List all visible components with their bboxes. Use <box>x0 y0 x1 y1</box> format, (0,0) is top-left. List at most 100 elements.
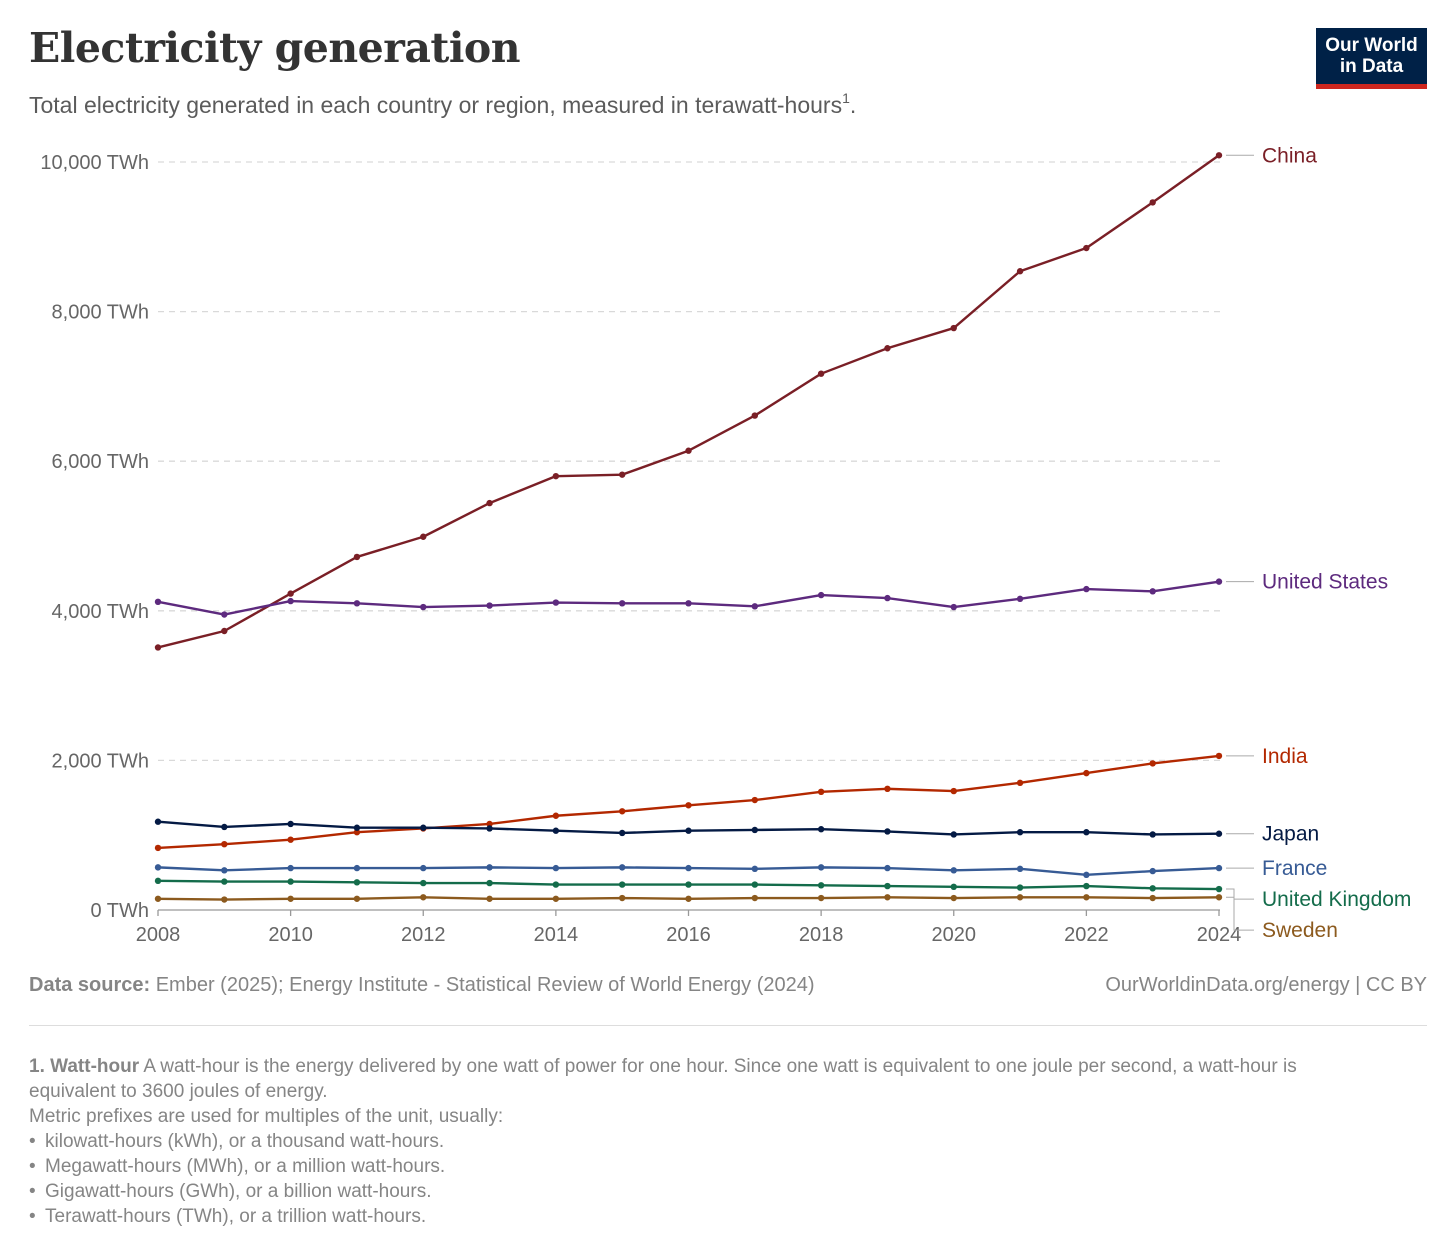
data-point <box>552 599 560 606</box>
data-point <box>884 785 891 793</box>
data-point <box>154 598 162 606</box>
footnote-prefix-intro: Metric prefixes are used for multiples o… <box>29 1106 504 1127</box>
data-point <box>221 878 228 885</box>
data-point <box>950 324 957 332</box>
y-tick-label: 2,000 TWh <box>52 750 149 772</box>
data-point <box>685 600 692 607</box>
data-point <box>751 881 759 888</box>
footnote-ref[interactable]: 1 <box>842 90 850 106</box>
data-point <box>420 603 427 611</box>
footnote-text: A watt-hour is the energy delivered by o… <box>29 1056 1297 1102</box>
data-point <box>1215 830 1223 837</box>
data-point <box>685 895 692 902</box>
logo-line-1: Our World <box>1325 35 1418 56</box>
data-point <box>221 867 228 874</box>
data-point <box>1083 871 1090 879</box>
x-tick-label: 2022 <box>1064 924 1109 946</box>
series-label: United States <box>1262 571 1388 594</box>
data-point <box>486 864 493 871</box>
data-point <box>486 825 493 832</box>
data-point <box>420 864 427 872</box>
data-point <box>618 864 626 871</box>
data-point <box>751 796 759 804</box>
data-point <box>1149 867 1156 875</box>
owid-logo[interactable]: Our World in Data <box>1316 28 1427 89</box>
data-point <box>486 499 493 507</box>
label-connector <box>1226 896 1254 931</box>
data-point <box>287 878 294 885</box>
data-point <box>221 896 228 903</box>
data-point <box>618 600 626 607</box>
y-tick-label: 0 TWh <box>90 900 149 922</box>
label-connector <box>1226 888 1254 900</box>
x-tick-label: 2018 <box>799 924 844 946</box>
data-point <box>618 808 626 815</box>
data-point <box>154 818 162 825</box>
chart-title: Electricity generation <box>29 24 521 72</box>
footnotes: 1. Watt-hour A watt-hour is the energy d… <box>29 1054 1339 1229</box>
series-label: China <box>1262 144 1317 167</box>
data-point <box>817 894 825 902</box>
data-point <box>154 864 162 871</box>
data-point <box>618 829 626 837</box>
x-tick-label: 2024 <box>1197 924 1242 946</box>
data-point <box>420 824 427 831</box>
data-point <box>1016 779 1024 787</box>
data-point <box>287 836 294 843</box>
data-point <box>950 883 957 891</box>
data-point <box>950 867 957 874</box>
logo-line-2: in Data <box>1339 56 1404 77</box>
data-point <box>1016 894 1024 901</box>
prefix-item: Gigawatt-hours (GWh), or a billion watt-… <box>29 1179 1339 1204</box>
y-tick-label: 8,000 TWh <box>52 302 149 324</box>
source-url-link[interactable]: OurWorldinData.org/energy | CC BY <box>1105 974 1427 996</box>
data-point <box>817 864 825 871</box>
data-point <box>1149 588 1156 595</box>
series-label: Japan <box>1262 823 1319 846</box>
data-point <box>1083 769 1090 777</box>
data-point <box>884 882 891 890</box>
data-point <box>1083 894 1090 901</box>
data-point <box>884 864 891 872</box>
line-chart: 0 TWh 2,000 TWh 4,000 TWh 6,000 TWh 8,000 TW… <box>40 144 1411 946</box>
data-point <box>552 827 560 834</box>
data-point <box>685 881 692 888</box>
data-point <box>552 895 560 902</box>
data-point <box>552 472 560 480</box>
data-point <box>618 881 626 888</box>
data-source: Data source: Ember (2025); Energy Instit… <box>29 974 815 997</box>
x-tick-label: 2020 <box>932 924 977 946</box>
data-point <box>884 828 891 835</box>
data-point <box>1215 752 1223 760</box>
data-point <box>1215 578 1223 585</box>
data-point <box>884 594 891 602</box>
data-point <box>420 533 427 540</box>
data-point <box>420 894 427 901</box>
series-line <box>156 580 1221 616</box>
data-point <box>287 864 294 872</box>
data-point <box>221 611 228 618</box>
data-point <box>154 644 162 651</box>
x-tick-label: 2012 <box>401 924 446 946</box>
data-point <box>1083 829 1090 836</box>
data-point <box>353 864 361 872</box>
data-point <box>751 603 759 610</box>
data-point <box>1215 152 1223 159</box>
data-point <box>950 831 957 838</box>
prefix-item: Terawatt-hours (TWh), or a trillion watt… <box>29 1204 1339 1229</box>
data-point <box>618 894 626 902</box>
data-point <box>751 865 759 873</box>
prefix-item: Megawatt-hours (MWh), or a million watt-… <box>29 1154 1339 1179</box>
data-point <box>1016 884 1024 891</box>
y-axis-ticks: 0 TWh 2,000 TWh 4,000 TWh 6,000 TWh 8,000 TW… <box>40 152 149 922</box>
footnote-heading: 1. Watt-hour <box>29 1056 140 1077</box>
data-point <box>221 627 228 635</box>
data-point <box>1215 894 1223 901</box>
data-point <box>353 553 361 561</box>
data-point <box>486 602 493 609</box>
data-point <box>552 864 560 872</box>
data-point <box>1215 864 1223 872</box>
x-axis: 2008 2010 2012 2014 2016 2018 2020 2022 2024 <box>136 909 1242 946</box>
x-tick-label: 2010 <box>268 924 313 946</box>
series-label: France <box>1262 857 1327 880</box>
